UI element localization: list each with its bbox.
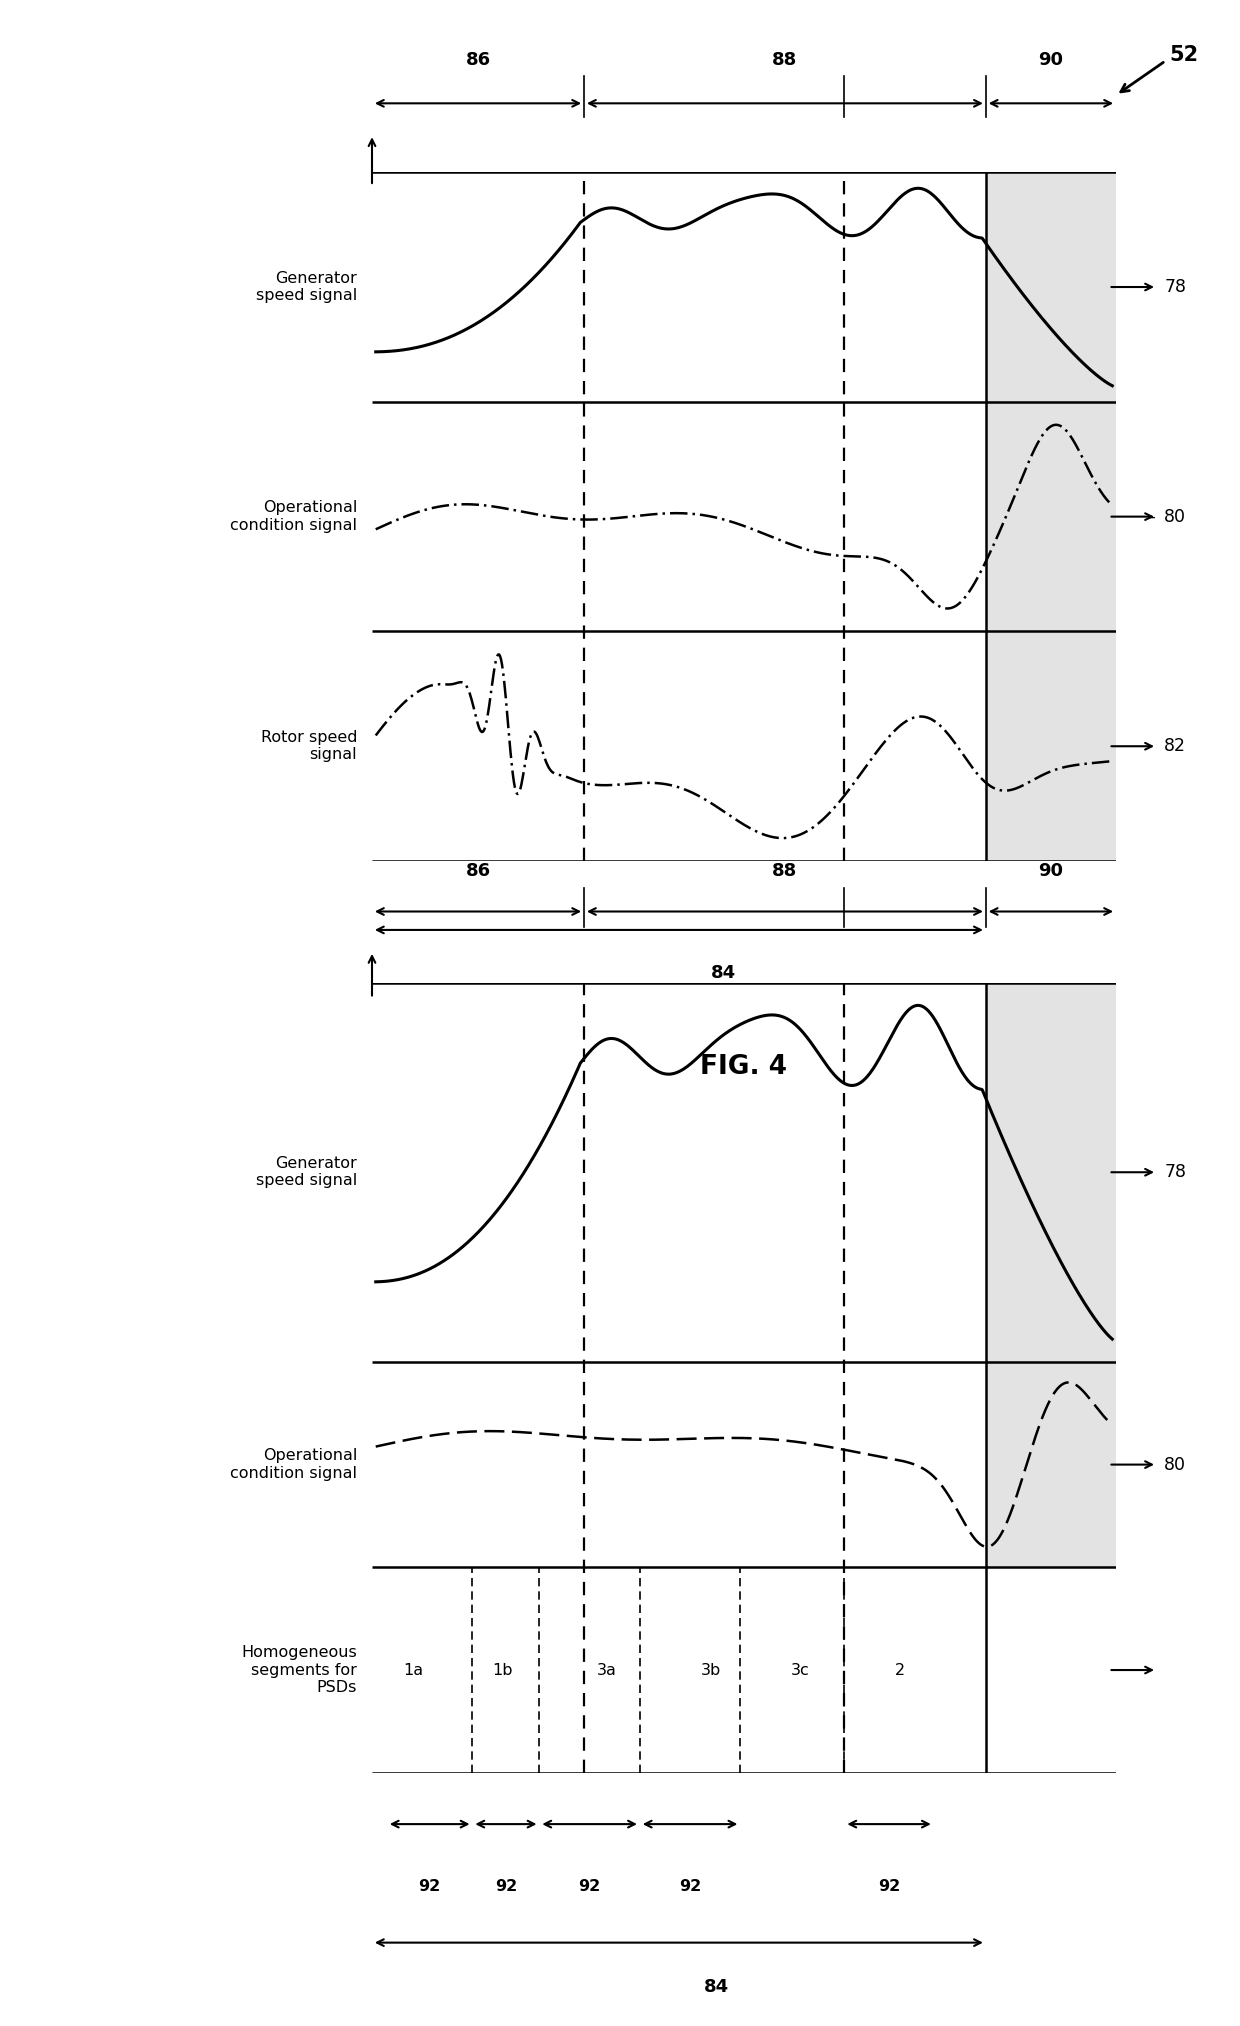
Text: 92: 92 (495, 1880, 517, 1894)
Text: Operational
condition signal: Operational condition signal (231, 500, 357, 533)
Text: Operational
condition signal: Operational condition signal (231, 1449, 357, 1481)
Text: 92: 92 (680, 1880, 702, 1894)
Text: 3b: 3b (701, 1663, 720, 1678)
Text: 3c: 3c (790, 1663, 810, 1678)
Text: –: – (1146, 509, 1154, 525)
Text: 92: 92 (418, 1880, 440, 1894)
Text: 2: 2 (895, 1663, 905, 1678)
Text: Generator
speed signal: Generator speed signal (255, 271, 357, 304)
Text: 78: 78 (1164, 1163, 1187, 1181)
Text: 1a: 1a (403, 1663, 423, 1678)
Text: 92: 92 (578, 1880, 600, 1894)
Text: Homogeneous
segments for
PSDs: Homogeneous segments for PSDs (242, 1645, 357, 1696)
Text: 84: 84 (711, 964, 737, 983)
Text: 88: 88 (773, 51, 797, 69)
Text: 90: 90 (1038, 51, 1064, 69)
Text: 86: 86 (465, 51, 491, 69)
Text: FIG. 4: FIG. 4 (701, 1054, 787, 1080)
Text: 82: 82 (1164, 737, 1187, 756)
Text: 90: 90 (1038, 861, 1064, 879)
Text: 92: 92 (878, 1880, 900, 1894)
Text: 84: 84 (703, 1977, 729, 1996)
Text: 88: 88 (773, 861, 797, 879)
Text: 52: 52 (1169, 45, 1199, 65)
Text: Generator
speed signal: Generator speed signal (255, 1157, 357, 1189)
Text: 78: 78 (1164, 278, 1187, 296)
Text: 3a: 3a (596, 1663, 616, 1678)
Text: 86: 86 (465, 861, 491, 879)
Text: Rotor speed
signal: Rotor speed signal (260, 729, 357, 762)
Text: 1b: 1b (492, 1663, 512, 1678)
Text: 80: 80 (1164, 509, 1187, 525)
Text: 80: 80 (1164, 1455, 1187, 1473)
